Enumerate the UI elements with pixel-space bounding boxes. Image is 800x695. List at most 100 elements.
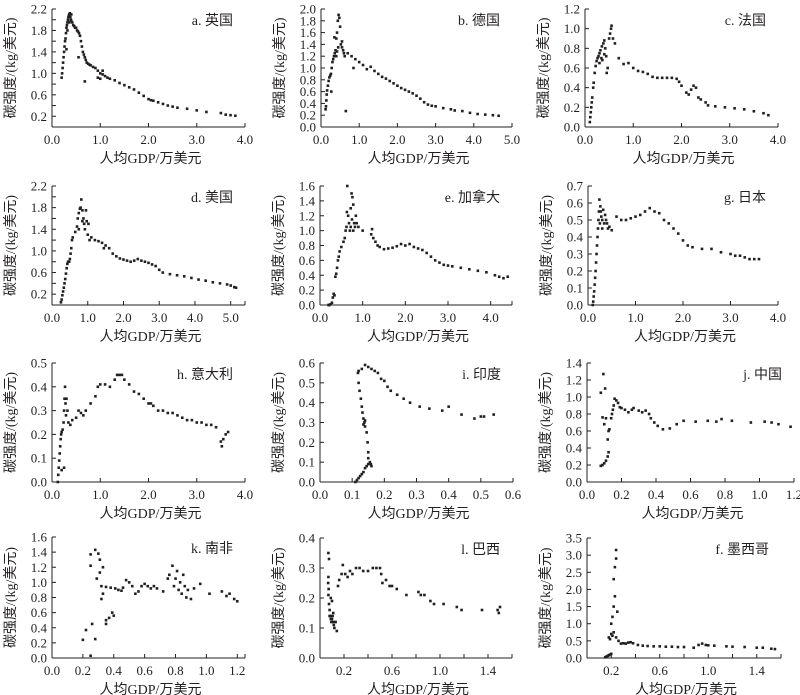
data-point [620, 406, 623, 410]
data-point [86, 62, 90, 66]
data-point [81, 638, 85, 642]
y-tick-label: 0.6 [299, 356, 316, 371]
x-axis-title: 人均GDP/万美元 [368, 506, 470, 522]
y-tick-label: 0.4 [299, 531, 316, 546]
data-point [64, 414, 68, 417]
data-point [767, 113, 770, 117]
data-point [340, 46, 344, 49]
data-point [232, 285, 236, 289]
y-tick-label: 2.0 [300, 2, 316, 17]
data-point [334, 272, 338, 276]
data-point [598, 222, 602, 225]
data-point [340, 245, 343, 249]
data-point [419, 593, 423, 597]
x-tick-label: 0.0 [44, 663, 60, 678]
data-point [351, 229, 355, 232]
data-point [225, 283, 229, 286]
y-tick-label: 0.4 [567, 230, 584, 245]
data-point [651, 75, 654, 79]
data-point [408, 242, 411, 246]
data-point [752, 257, 756, 261]
data-point [613, 42, 617, 45]
x-tick-label: 3.0 [189, 487, 205, 502]
data-point [80, 198, 83, 201]
data-point [80, 45, 84, 48]
data-point [395, 244, 399, 248]
data-point [637, 409, 641, 412]
data-point [338, 16, 341, 20]
data-point [346, 51, 350, 55]
panel-title: l. 巴西 [461, 543, 500, 558]
data-point [98, 558, 102, 561]
data-point [602, 372, 605, 376]
data-point [74, 26, 78, 30]
data-point [355, 221, 358, 225]
x-tick-label: 1.0 [198, 663, 214, 678]
data-point [704, 643, 708, 647]
data-point [354, 566, 358, 570]
x-axis-title: 人均GDP/万美元 [634, 329, 736, 345]
y-tick-label: 1.4 [566, 356, 583, 371]
data-point [66, 262, 69, 266]
data-point [175, 273, 179, 277]
data-point [354, 57, 357, 61]
data-point [336, 46, 340, 49]
x-tick-label: 0.0 [577, 132, 593, 147]
x-tick-label: 0.1 [344, 487, 360, 502]
y-tick-label: 0.4 [299, 268, 316, 283]
data-point [70, 246, 73, 250]
data-point [773, 647, 777, 651]
data-point [662, 218, 666, 222]
data-point [81, 50, 85, 54]
data-point [123, 378, 126, 381]
y-tick-label: 1.4 [31, 545, 48, 560]
data-point [334, 54, 338, 58]
data-point [412, 245, 416, 249]
data-point [149, 98, 153, 102]
y-tick-label: 1.2 [31, 560, 47, 575]
y-axis-title: 碳强度/(kg/美元) [272, 17, 288, 118]
data-point [333, 294, 336, 297]
y-tick-label: 0.2 [299, 283, 315, 298]
data-point [631, 66, 635, 70]
data-point [64, 31, 68, 35]
data-point [386, 385, 389, 389]
data-point [77, 31, 81, 35]
data-point [137, 590, 140, 593]
data-point [324, 105, 328, 108]
data-point [327, 575, 330, 579]
data-point [59, 433, 63, 436]
data-point [360, 405, 364, 408]
x-tick-label: 0.6 [137, 663, 154, 678]
x-axis-title: 人均GDP/万美元 [100, 151, 202, 167]
data-point [622, 62, 625, 66]
data-point [171, 411, 174, 415]
data-point [376, 371, 380, 375]
data-point [137, 392, 141, 396]
data-point [118, 81, 121, 85]
data-point [65, 26, 68, 30]
data-point [341, 563, 345, 567]
y-tick-label: 1.6 [299, 179, 316, 194]
data-point [73, 230, 77, 234]
y-tick-label: 0.2 [564, 100, 580, 115]
data-point [106, 76, 109, 79]
data-point [600, 215, 603, 218]
data-point [594, 261, 598, 264]
data-point [189, 597, 193, 601]
data-point [357, 381, 360, 385]
data-point [336, 584, 340, 588]
data-point [123, 83, 126, 87]
data-point [330, 599, 334, 603]
data-point [380, 75, 384, 79]
data-point [57, 466, 61, 470]
data-point [348, 569, 352, 573]
data-point [183, 584, 187, 588]
data-point [62, 421, 65, 424]
data-point [121, 586, 125, 589]
data-point [379, 572, 383, 576]
data-point [592, 295, 595, 298]
data-point [383, 379, 386, 383]
y-tick-label: 0.0 [31, 475, 47, 490]
data-point [453, 109, 456, 112]
